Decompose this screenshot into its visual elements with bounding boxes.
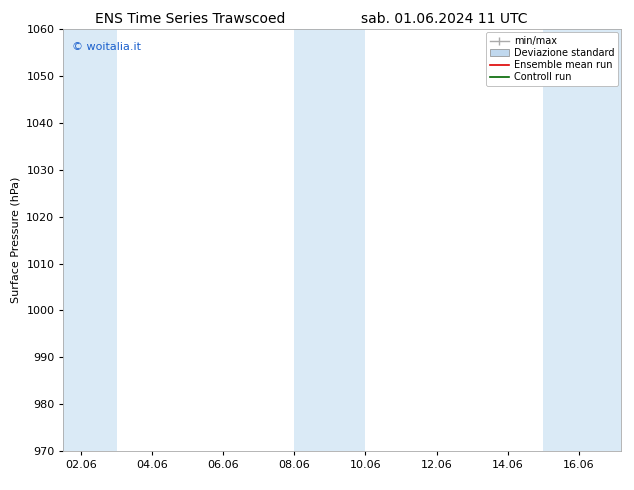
Legend: min/max, Deviazione standard, Ensemble mean run, Controll run: min/max, Deviazione standard, Ensemble m…: [486, 32, 618, 86]
Text: © woitalia.it: © woitalia.it: [72, 42, 141, 52]
Text: sab. 01.06.2024 11 UTC: sab. 01.06.2024 11 UTC: [361, 12, 527, 26]
Y-axis label: Surface Pressure (hPa): Surface Pressure (hPa): [11, 177, 21, 303]
Bar: [543, 29, 621, 451]
Bar: [294, 29, 365, 451]
Bar: [63, 29, 117, 451]
Text: ENS Time Series Trawscoed: ENS Time Series Trawscoed: [95, 12, 285, 26]
